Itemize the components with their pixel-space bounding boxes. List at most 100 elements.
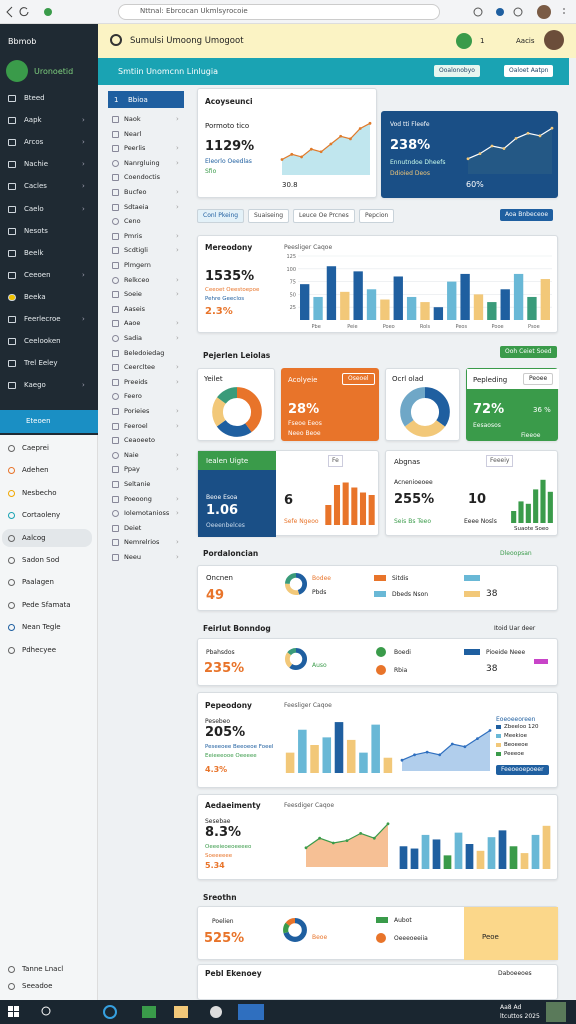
sub-nav-item[interactable]: Aaseis <box>124 304 146 313</box>
sub-nav-item[interactable]: Ceaoeeto <box>124 436 156 445</box>
point <box>413 753 416 757</box>
tab[interactable]: Leuce Oe Prcnes <box>293 209 355 223</box>
sub-nav-item[interactable]: Feeroel <box>124 421 148 430</box>
nav-item[interactable]: Sadon Sod <box>22 556 60 564</box>
nav-chevron: › <box>82 381 85 390</box>
card-button[interactable]: Oseoel <box>342 373 375 385</box>
nav-item[interactable]: Nesots <box>24 226 48 235</box>
nav-item[interactable]: Caeprei <box>22 444 49 452</box>
header-badge-dot[interactable] <box>456 33 472 49</box>
taskbar-thumb[interactable] <box>546 1002 566 1022</box>
nav-item[interactable]: Nachie <box>24 160 49 169</box>
tab-button[interactable]: Aoa Bnbeceoe <box>500 209 554 221</box>
nav-item[interactable]: Kaego <box>24 381 46 390</box>
nav-item[interactable]: Ceelooken <box>24 337 61 346</box>
sub-nav-item[interactable]: Poeoong <box>124 494 152 503</box>
card-controls[interactable]: Feesdiger Caqoe <box>284 802 335 809</box>
taskbar-icons[interactable] <box>6 1004 286 1020</box>
nav-chevron: › <box>82 160 85 169</box>
tab[interactable]: Suaiseing <box>248 209 290 223</box>
section-link[interactable]: Dleoopsan <box>500 550 532 557</box>
nav-item[interactable]: Feerlecroe <box>24 315 61 323</box>
nav-item[interactable]: Trel Eeley <box>24 359 58 368</box>
nav-item[interactable]: Nean Tegle <box>22 623 61 632</box>
nav-item[interactable]: Cortaoleny <box>22 511 61 520</box>
card-controls[interactable]: Peesliger Caqoe <box>284 244 333 251</box>
card-button[interactable]: Peoee <box>523 373 554 385</box>
sub-nav-item[interactable]: Ppay <box>124 465 140 474</box>
sub-nav-item[interactable]: Relkceo <box>124 275 150 284</box>
sub-nav-item[interactable]: Plmgern <box>124 261 151 269</box>
nav-item[interactable]: Aapk <box>24 116 42 125</box>
sub-nav-item[interactable]: Scdtigli <box>124 246 148 255</box>
sub-nav-item[interactable]: Sdtaeia <box>124 202 149 211</box>
sub-nav-item[interactable]: Porieies <box>124 407 150 415</box>
sub-nav-item[interactable]: Aaoe <box>124 319 141 328</box>
sub-nav-item[interactable]: Neeu <box>124 553 141 561</box>
side-button[interactable]: Feeoeoepoeer <box>496 765 549 775</box>
nav-item[interactable]: Pede Sfamata <box>22 600 71 609</box>
card-controls[interactable]: Fe <box>328 455 343 467</box>
nav-item[interactable]: Pdhecyee <box>22 645 57 654</box>
chart-card: Pepeodony Feesliger Caqoe Pesebeo 205% P… <box>197 692 558 788</box>
point <box>538 134 542 138</box>
bar <box>406 296 417 320</box>
sub-nav-active[interactable] <box>108 91 184 108</box>
avatar[interactable] <box>544 30 564 50</box>
row-chip: Boedi <box>394 649 411 656</box>
sub-nav-item[interactable]: Soeie <box>124 290 142 299</box>
nav-item[interactable]: Bteed <box>24 94 45 102</box>
sub-nav-item[interactable]: Pmris <box>124 231 143 240</box>
sub-nav-item[interactable]: Naok <box>124 115 141 123</box>
sub-nav-item[interactable]: Nanrgluing <box>124 158 160 167</box>
url-bar[interactable] <box>118 4 440 20</box>
nav-item[interactable]: Beeka <box>24 292 46 301</box>
card-controls[interactable]: Feesliger Caqoe <box>284 702 332 709</box>
sub-nav-item[interactable]: Seltanie <box>124 480 151 488</box>
sub-nav-item[interactable]: Beledoiedag <box>124 348 165 357</box>
tab[interactable]: Pepcion <box>359 209 395 223</box>
nav-item[interactable]: Cacles <box>24 182 47 191</box>
sub-nav-item[interactable]: Coendoctis <box>124 173 161 182</box>
sub-nav-item[interactable]: Feero <box>124 392 142 401</box>
sub-nav-item[interactable]: Iolemotanioss <box>124 509 170 518</box>
sub-nav-item[interactable]: Preeids <box>124 377 148 386</box>
sub-nav-item[interactable]: Bucfeo <box>124 188 147 196</box>
toolbar-button[interactable]: Ooalonobyo <box>434 65 480 77</box>
nav-item[interactable]: Arcos <box>24 138 44 147</box>
nav-icon <box>8 966 15 973</box>
nav-item-bg[interactable] <box>2 528 92 547</box>
nav-item[interactable]: Nesbecho <box>22 488 57 497</box>
sub-nav-item[interactable]: Nemrelrios <box>124 538 160 547</box>
toolbar-button[interactable]: Oaloet Aatpn <box>504 65 554 77</box>
card-controls[interactable]: Feeeiy <box>486 455 514 467</box>
point <box>438 753 442 757</box>
sub-nav-item[interactable]: Deiet <box>124 523 142 532</box>
sub-nav-item[interactable]: Ceno <box>124 217 141 226</box>
sub-nav-item[interactable]: Peerlis <box>124 144 146 153</box>
user-name[interactable]: Aacis <box>516 37 535 45</box>
browser-icons[interactable] <box>470 4 570 20</box>
sub-nav-item[interactable]: Ceercltee <box>124 363 155 372</box>
section-link[interactable]: Itoid Uar deer <box>494 625 536 632</box>
nav-item[interactable]: Ceeoen <box>24 270 51 279</box>
sub-nav-item[interactable]: Nearl <box>124 129 142 138</box>
footer-item[interactable]: Seeadoe <box>22 982 53 990</box>
footer-item[interactable]: Tanne Lnacl <box>22 965 64 973</box>
sub-nav-item[interactable]: Sadia <box>124 334 143 342</box>
nav-icons[interactable] <box>6 6 66 18</box>
bar <box>380 299 390 320</box>
nav-item[interactable]: Caelo <box>24 204 44 213</box>
split-card: Iealen Uigte Beoe Esoa 1.06 Oeeenbelces … <box>197 450 379 537</box>
active-item-bg[interactable] <box>0 410 98 433</box>
active-item[interactable]: Eteoen <box>26 417 51 425</box>
nav-item[interactable]: Beelk <box>24 248 44 257</box>
nav-item[interactable]: Aalcog <box>22 533 46 542</box>
nav-item[interactable]: Adehen <box>22 466 49 475</box>
bar <box>326 266 337 320</box>
nav-item[interactable]: Paalagen <box>22 578 54 587</box>
card-link[interactable]: Daboeeoes <box>498 970 532 977</box>
tab[interactable]: Conl Pkeing <box>197 209 245 223</box>
sub-nav-item[interactable]: Naie <box>124 450 139 459</box>
section-button[interactable]: Ooh Ceiet Soed <box>500 346 557 358</box>
